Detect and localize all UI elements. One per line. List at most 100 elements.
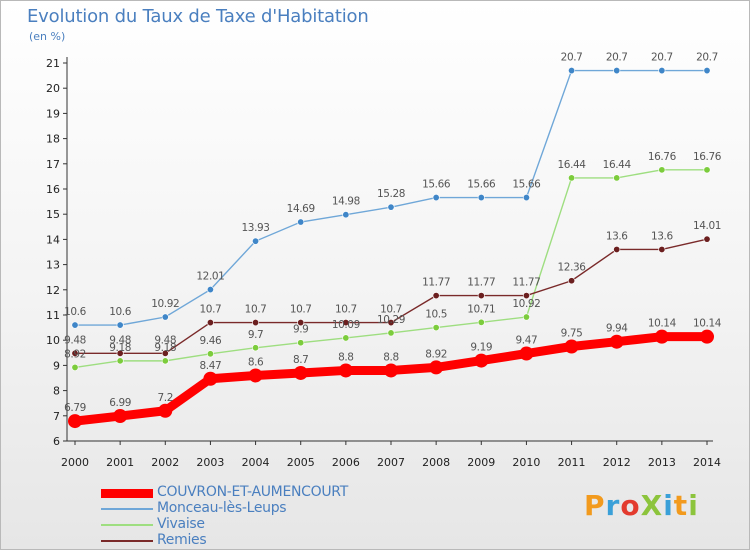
data-label: 8.7 [293, 354, 309, 366]
series-point [252, 237, 260, 245]
series-point [568, 277, 576, 285]
series-point [568, 174, 576, 182]
series-point [658, 245, 666, 253]
series-point [252, 344, 260, 352]
y-tick-label: 17 [46, 158, 60, 171]
series-point [116, 357, 124, 365]
series-layer [68, 67, 714, 429]
series-point [568, 67, 576, 75]
legend-label: Vivaise [157, 516, 205, 532]
series-3 [71, 235, 711, 357]
data-label: 13.6 [651, 230, 673, 242]
data-label: 14.69 [287, 203, 315, 215]
data-label: 9.19 [470, 342, 492, 354]
series-point [432, 324, 440, 332]
data-label: 10.29 [377, 314, 405, 326]
series-point [564, 339, 579, 354]
series-1 [71, 67, 711, 329]
series-point [432, 194, 440, 202]
y-tick-label: 12 [46, 284, 60, 297]
data-label: 10.5 [425, 309, 447, 321]
series-point [297, 319, 305, 327]
data-label: 7.2 [158, 392, 174, 404]
data-label: 10.92 [512, 298, 540, 310]
data-label: 8.6 [248, 356, 264, 368]
data-label: 10.09 [332, 319, 360, 331]
series-point [432, 292, 440, 300]
data-label: 9.48 [64, 334, 86, 346]
series-point [703, 67, 711, 75]
y-tick-label: 15 [46, 208, 60, 221]
series-point [161, 357, 169, 365]
series-point [293, 365, 308, 380]
data-label: 15.66 [467, 179, 496, 191]
series-point [522, 292, 530, 300]
series-point [613, 174, 621, 182]
proxiti-logo: ProXiti [584, 489, 699, 522]
series-point [342, 334, 350, 342]
data-label: 20.7 [561, 52, 583, 64]
series-point [206, 350, 214, 358]
data-label: 16.76 [648, 151, 677, 163]
data-label: 9.47 [516, 335, 538, 347]
legend-label: Remies [157, 532, 207, 548]
series-point [338, 363, 353, 378]
data-label: 16.44 [603, 159, 632, 171]
series-point [658, 166, 666, 174]
data-label: 10.6 [64, 306, 86, 318]
data-label: 16.44 [558, 159, 587, 171]
data-label: 20.7 [651, 52, 673, 64]
data-label: 12.36 [558, 262, 587, 274]
x-tick-label: 2005 [287, 456, 315, 469]
series-point [703, 235, 711, 243]
series-point [384, 363, 398, 378]
series-point [387, 319, 395, 327]
x-tick-label: 2007 [377, 456, 405, 469]
series-2 [71, 166, 711, 371]
data-label: 20.7 [696, 52, 718, 64]
series-point [297, 339, 305, 347]
data-label: 8.92 [425, 348, 447, 360]
legend-swatch [101, 540, 153, 542]
data-label: 10.6 [109, 306, 131, 318]
series-point [522, 194, 530, 202]
data-label: 16.76 [693, 151, 722, 163]
data-label: 8.47 [200, 360, 222, 372]
series-point [203, 371, 218, 386]
series-point [654, 329, 669, 344]
series-point [71, 321, 79, 329]
series-point [387, 203, 395, 211]
series-point [116, 321, 124, 329]
series-point [700, 329, 714, 344]
legend-swatch [101, 524, 153, 526]
series-point [342, 319, 350, 327]
data-label: 6.79 [64, 402, 86, 414]
series-point [522, 313, 530, 321]
data-label: 6.99 [109, 397, 131, 409]
legend-swatch [101, 489, 153, 498]
chart-subtitle: (en %) [29, 30, 66, 43]
y-tick-label: 8 [53, 385, 60, 398]
legend-label: Monceau-lès-Leups [157, 500, 287, 516]
data-label: 9.75 [561, 328, 583, 340]
y-tick-label: 19 [46, 107, 60, 120]
x-tick-label: 2014 [693, 456, 721, 469]
data-label: 9.7 [248, 329, 264, 341]
series-point [252, 319, 260, 327]
legend-label: COUVRON-ET-AUMENCOURT [157, 484, 348, 500]
x-tick-label: 2000 [61, 456, 89, 469]
x-tick-label: 2012 [603, 456, 631, 469]
data-label: 15.66 [422, 179, 451, 191]
x-tick-label: 2008 [422, 456, 450, 469]
y-tick-label: 18 [46, 133, 60, 146]
data-label: 11.77 [512, 277, 540, 289]
series-point [387, 329, 395, 337]
x-tick-label: 2006 [332, 456, 360, 469]
series-point [161, 313, 169, 321]
data-label: 10.7 [290, 304, 312, 316]
data-label: 15.66 [512, 179, 541, 191]
data-label: 10.14 [648, 318, 677, 330]
series-point [206, 319, 214, 327]
